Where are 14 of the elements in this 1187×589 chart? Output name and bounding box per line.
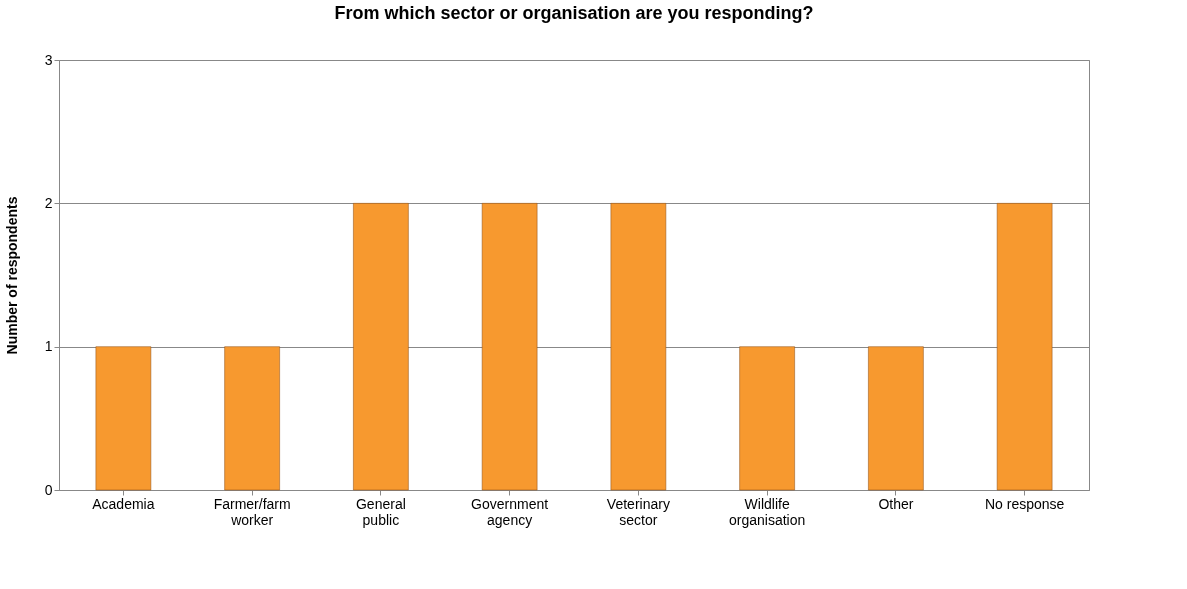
chart-title: From which sector or organisation are you responding? [334, 3, 814, 23]
x-tick-label: Other [878, 495, 914, 512]
x-tick-label: No response [984, 495, 1065, 512]
x-tick-label: Academia [92, 495, 155, 512]
x-tick-label: General public [355, 495, 406, 528]
x-tick-label: Wildlife organisation [728, 495, 806, 528]
y-tick-label: 2 [44, 194, 53, 211]
x-tick-label: Veterinary sector [606, 495, 670, 528]
y-tick-label: 0 [44, 481, 53, 498]
y-tick-label: 1 [44, 338, 53, 355]
y-axis-title: Number of respondents [3, 196, 20, 355]
x-tick-label: Farmer/farm worker [213, 495, 291, 528]
y-tick-label: 3 [44, 51, 53, 68]
x-tick-label: Government agency [471, 495, 549, 528]
